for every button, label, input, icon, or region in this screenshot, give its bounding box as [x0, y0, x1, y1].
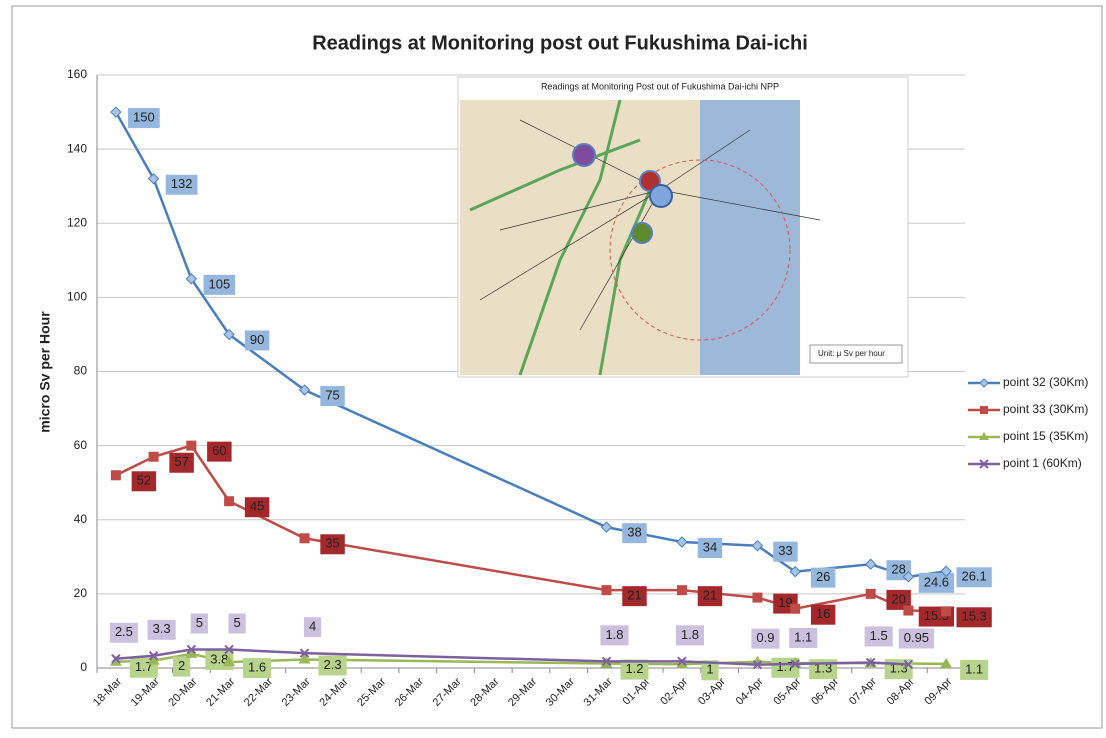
y-tick-label: 160 [67, 67, 87, 81]
inset-unit: Unit: μ Sv per hour [818, 349, 885, 358]
marker [752, 593, 762, 603]
data-label: 26 [816, 569, 830, 584]
marker [224, 496, 234, 506]
map-point [650, 185, 672, 207]
y-tick-label: 80 [74, 364, 88, 378]
y-tick-label: 120 [67, 215, 87, 229]
data-label: 21 [703, 588, 717, 603]
inset-map: Readings at Monitoring Post out of Fukus… [458, 77, 908, 377]
y-tick-label: 0 [80, 660, 87, 674]
data-label: 3.3 [153, 621, 171, 636]
marker [790, 604, 800, 614]
data-label: 0.95 [904, 630, 929, 645]
y-tick-label: 100 [67, 290, 87, 304]
marker [186, 441, 196, 451]
data-label: 1 [706, 662, 713, 677]
marker [111, 470, 121, 480]
data-label: 28 [891, 562, 905, 577]
legend-label: point 1 (60Km) [1003, 456, 1082, 470]
marker [941, 606, 951, 616]
inset-title: Readings at Monitoring Post out of Fukus… [541, 81, 779, 91]
data-label: 20 [891, 591, 905, 606]
data-label: 150 [133, 110, 155, 125]
marker [903, 606, 913, 616]
y-tick-label: 40 [74, 512, 88, 526]
data-label: 132 [171, 176, 193, 191]
data-label: 2 [178, 658, 185, 673]
data-label: 1.8 [605, 627, 623, 642]
marker [677, 585, 687, 595]
data-label: 35 [325, 536, 339, 551]
data-label: 15.3 [961, 609, 986, 624]
data-label: 2.5 [115, 624, 133, 639]
map-point [573, 144, 595, 166]
data-label: 1.5 [870, 628, 888, 643]
data-label: 26.1 [961, 569, 986, 584]
data-label: 75 [325, 387, 339, 402]
map-sea [700, 100, 800, 375]
marker [149, 452, 159, 462]
data-label: 34 [703, 539, 717, 554]
data-label: 1.6 [248, 660, 266, 675]
data-label: 1.2 [625, 661, 643, 676]
data-label: 60 [212, 443, 226, 458]
marker [866, 589, 876, 599]
data-label: 5 [233, 615, 240, 630]
marker [601, 585, 611, 595]
legend-marker [980, 406, 988, 414]
data-label: 1.1 [794, 629, 812, 644]
data-label: 0.9 [756, 630, 774, 645]
data-label: 45 [250, 499, 264, 514]
data-label: 16 [816, 606, 830, 621]
y-tick-label: 140 [67, 141, 87, 155]
y-axis-title: micro Sv per Hour [37, 311, 53, 433]
data-label: 33 [778, 543, 792, 558]
data-label: 21 [627, 588, 641, 603]
data-label: 90 [250, 332, 264, 347]
data-label: 2.3 [324, 657, 342, 672]
legend-label: point 32 (30Km) [1003, 375, 1088, 389]
legend-label: point 15 (35Km) [1003, 429, 1088, 443]
data-label: 24.6 [924, 574, 949, 589]
legend-label: point 33 (30Km) [1003, 402, 1088, 416]
data-label: 1.8 [681, 627, 699, 642]
data-label: 105 [208, 276, 230, 291]
chart-title: Readings at Monitoring post out Fukushim… [312, 32, 808, 54]
data-label: 4 [309, 619, 316, 634]
y-tick-label: 60 [74, 438, 88, 452]
y-tick-label: 20 [74, 586, 88, 600]
data-label: 1.1 [965, 661, 983, 676]
chart: Readings at Monitoring post out Fukushim… [0, 0, 1106, 733]
marker [300, 533, 310, 543]
data-label: 38 [627, 525, 641, 540]
data-label: 57 [174, 454, 188, 469]
data-label: 52 [137, 473, 151, 488]
map-point [632, 223, 652, 243]
data-label: 5 [196, 615, 203, 630]
